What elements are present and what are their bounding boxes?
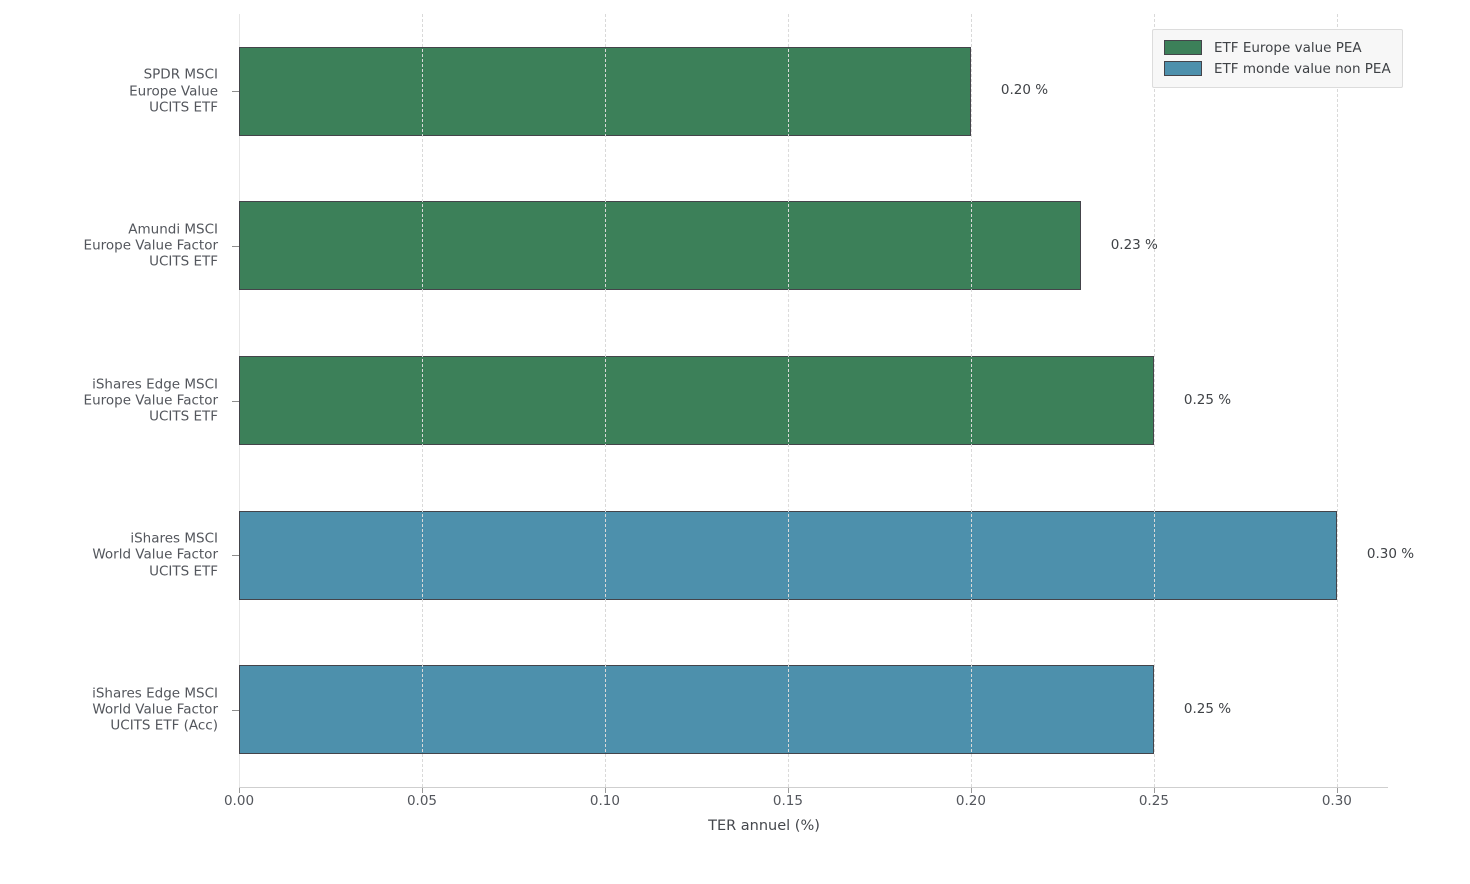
x-axis-tick-mark	[1153, 788, 1155, 793]
legend-label-world: ETF monde value non PEA	[1214, 60, 1391, 77]
y-axis-tick-mark	[232, 555, 239, 557]
bar[interactable]	[239, 356, 1154, 445]
x-axis-label-text: TER annuel (%)	[708, 818, 820, 834]
bar[interactable]	[239, 665, 1154, 755]
x-axis-tick-label: 0.15	[772, 793, 803, 809]
y-axis-tick-label: iShares MSCI World Value Factor UCITS ET…	[92, 530, 218, 580]
x-axis-tick-label: 0.25	[1138, 793, 1169, 809]
legend-swatch-world	[1164, 61, 1202, 76]
legend: ETF Europe value PEA ETF monde value non…	[1152, 29, 1403, 88]
x-axis-tick-mark	[239, 788, 240, 793]
gridline	[787, 14, 789, 787]
x-axis-tick-mark	[787, 788, 789, 793]
x-axis-tick-label: 0.30	[1321, 793, 1352, 809]
y-axis-tick-label: Amundi MSCI Europe Value Factor UCITS ET…	[83, 221, 218, 271]
x-axis-tick-label: 0.00	[223, 793, 255, 809]
y-axis-tick-mark	[232, 400, 239, 402]
legend-item[interactable]: ETF Europe value PEA	[1164, 37, 1391, 58]
x-axis-tick-mark	[421, 788, 423, 793]
x-axis-spine	[239, 787, 1388, 788]
bar[interactable]	[239, 201, 1081, 291]
gridline	[970, 14, 972, 787]
x-axis-tick-mark	[970, 788, 972, 793]
gridline	[421, 14, 423, 787]
x-axis-tick-label: 0.20	[955, 793, 986, 809]
bar-value-label: 0.25 %	[1183, 391, 1232, 408]
legend-label-europe: ETF Europe value PEA	[1214, 39, 1362, 56]
x-axis-tick-mark	[1336, 788, 1338, 793]
y-axis-tick-label: SPDR MSCI Europe Value UCITS ETF	[129, 66, 218, 116]
bar-value-label: 0.20 %	[1000, 82, 1049, 99]
y-axis-tick-label: iShares Edge MSCI Europe Value Factor UC…	[83, 376, 218, 425]
plot-area	[239, 14, 1387, 787]
bar-value-label: 0.25 %	[1183, 700, 1232, 717]
y-axis-tick-mark	[232, 245, 239, 247]
bar-value-label: 0.23 %	[1110, 236, 1158, 253]
gridline	[604, 14, 606, 787]
y-axis-tick-label: iShares Edge MSCI World Value Factor UCI…	[92, 685, 218, 734]
legend-swatch-europe	[1164, 40, 1202, 55]
bar-value-label: 0.30 %	[1366, 546, 1415, 563]
y-axis-tick-mark	[232, 709, 239, 711]
x-axis-label: TER annuel (%)	[0, 818, 1470, 834]
x-axis-tick-mark	[604, 788, 606, 793]
gridline	[1153, 14, 1155, 787]
x-axis-tick-label: 0.10	[589, 793, 620, 809]
legend-item[interactable]: ETF monde value non PEA	[1164, 58, 1391, 79]
x-axis-tick-label: 0.05	[406, 793, 437, 809]
gridline	[1336, 14, 1338, 787]
y-axis-tick-mark	[232, 91, 239, 93]
